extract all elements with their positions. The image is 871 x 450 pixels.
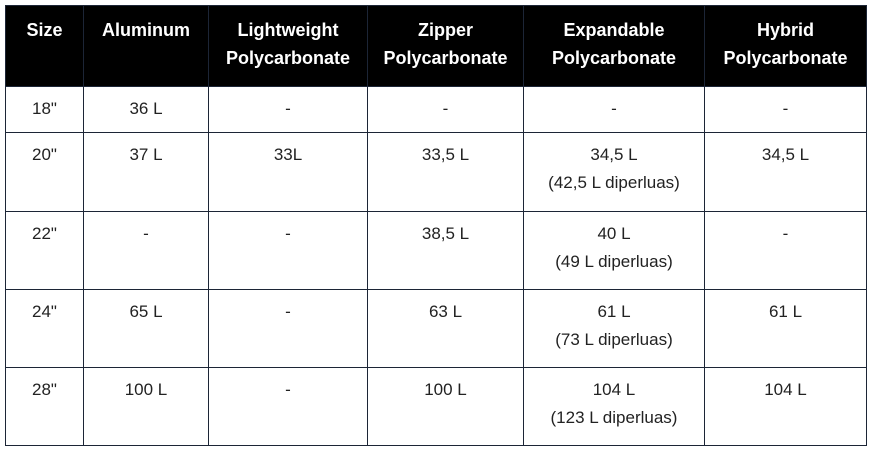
cell-line: 100 L bbox=[424, 380, 467, 399]
cell-line: 61 L bbox=[597, 302, 631, 321]
cell-line: 100 L bbox=[124, 380, 168, 399]
cell-line: Zipper bbox=[417, 20, 473, 40]
table-row: 18" 36 L - - - - bbox=[5, 86, 867, 133]
cell-line: - bbox=[285, 99, 291, 118]
table-cell: 61 L bbox=[704, 289, 867, 368]
table-cell: 33L bbox=[208, 132, 368, 212]
cell-line: - bbox=[285, 224, 291, 243]
cell-line: - bbox=[611, 99, 617, 118]
cell-line: 22" bbox=[32, 224, 57, 243]
cell-line: - bbox=[442, 99, 449, 118]
header-cell: Size bbox=[5, 5, 84, 87]
cell-line: - bbox=[782, 99, 789, 118]
header-cell: Lightweight Polycarbonate bbox=[208, 5, 368, 87]
cell-line: Polycarbonate bbox=[225, 48, 351, 68]
cell-line: Polycarbonate bbox=[723, 48, 848, 68]
cell-line: (73 L diperluas) bbox=[555, 330, 673, 349]
cell-line: 40 L bbox=[597, 224, 631, 243]
cell-line: Size bbox=[26, 20, 63, 40]
cell-line: - bbox=[285, 302, 291, 321]
table-cell: - bbox=[704, 211, 867, 290]
table-cell: 104 L (123 L diperluas) bbox=[523, 367, 705, 446]
cell-line: 36 L bbox=[129, 99, 163, 118]
table-cell: 34,5 L (42,5 L diperluas) bbox=[523, 132, 705, 212]
table-cell: - bbox=[208, 86, 368, 133]
cell-line: 34,5 L bbox=[761, 145, 810, 164]
table-cell: 63 L bbox=[367, 289, 524, 368]
table-cell: - bbox=[83, 211, 209, 290]
table-cell: 18" bbox=[5, 86, 84, 133]
header-row: Size Aluminum Lightweight Polycarbonate Zipp… bbox=[5, 5, 867, 87]
cell-line: (49 L diperluas) bbox=[555, 252, 673, 271]
cell-line: 28" bbox=[32, 380, 57, 399]
table-row: 24" 65 L - 63 L 61 L (73 L diperluas) 61 L bbox=[5, 289, 867, 368]
table-cell: 36 L bbox=[83, 86, 209, 133]
table-cell: 28" bbox=[5, 367, 84, 446]
cell-line: Polycarbonate bbox=[551, 48, 677, 68]
cell-line: Expandable bbox=[563, 20, 665, 40]
cell-line: - bbox=[143, 224, 149, 243]
table-cell: 20" bbox=[5, 132, 84, 212]
cell-line: Hybrid bbox=[756, 20, 814, 40]
table-row: 28" 100 L -100 L 104 L (123 L diperluas) 104 … bbox=[5, 367, 867, 446]
cell-line: 104 L bbox=[764, 380, 807, 399]
table-row: 20" 37 L 33L 33,5 L 34,5 L (42,5 L diperluas)… bbox=[5, 132, 867, 212]
cell-line: 18" bbox=[32, 99, 57, 118]
header-cell: Hybrid Polycarbonate bbox=[704, 5, 867, 87]
table-row: 22" - - 38,5 L 40 L (49 L diperluas) - bbox=[5, 211, 867, 290]
table-cell: 22" bbox=[5, 211, 84, 290]
table-cell: 61 L (73 L diperluas) bbox=[523, 289, 705, 368]
cell-line: (42,5 L diperluas) bbox=[548, 173, 680, 192]
cell-line: 63 L bbox=[428, 302, 463, 321]
cell-line: - bbox=[285, 380, 291, 399]
table-cell: 24" bbox=[5, 289, 84, 368]
header-cell: Aluminum bbox=[83, 5, 209, 87]
cell-line: Polycarbonate bbox=[383, 48, 508, 68]
table-cell: 100 L bbox=[83, 367, 209, 446]
table-cell: - bbox=[523, 86, 705, 133]
cell-line: 24" bbox=[32, 302, 57, 321]
header-cell: Zipper Polycarbonate bbox=[367, 5, 524, 87]
cell-line: 61 L bbox=[768, 302, 803, 321]
cell-line: 65 L bbox=[129, 302, 163, 321]
volume-table: Size Aluminum Lightweight Polycarbonate Zipp… bbox=[5, 5, 867, 446]
cell-line: 38,5 L bbox=[421, 224, 470, 243]
table-cell: 40 L (49 L diperluas) bbox=[523, 211, 705, 290]
cell-line: 33,5 L bbox=[421, 145, 470, 164]
cell-line: (123 L diperluas) bbox=[550, 408, 678, 427]
table-cell: - bbox=[208, 367, 368, 446]
table-body: 18" 36 L - - - - 20" 37 L 33L 33,5 L 34,5 L (42,5 L… bbox=[5, 86, 867, 446]
cell-line: - bbox=[782, 224, 789, 243]
cell-line: 104 L bbox=[592, 380, 636, 399]
table-cell: - bbox=[208, 289, 368, 368]
cell-line: 33L bbox=[273, 145, 303, 164]
table-cell: 104 L bbox=[704, 367, 867, 446]
table-cell: - bbox=[208, 211, 368, 290]
table-cell: - bbox=[704, 86, 867, 133]
table-cell: 37 L bbox=[83, 132, 209, 212]
table-cell: 65 L bbox=[83, 289, 209, 368]
cell-line: Aluminum bbox=[102, 20, 190, 40]
header-cell: Expandable Polycarbonate bbox=[523, 5, 705, 87]
cell-line: 34,5 L bbox=[590, 145, 638, 164]
table-cell: 100 L bbox=[367, 367, 524, 446]
cell-line: 37 L bbox=[129, 145, 163, 164]
table-cell: 33,5 L bbox=[367, 132, 524, 212]
table-cell: - bbox=[367, 86, 524, 133]
table-cell: 34,5 L bbox=[704, 132, 867, 212]
cell-line: 20" bbox=[32, 145, 57, 164]
table-cell: 38,5 L bbox=[367, 211, 524, 290]
cell-line: Lightweight bbox=[237, 20, 339, 40]
